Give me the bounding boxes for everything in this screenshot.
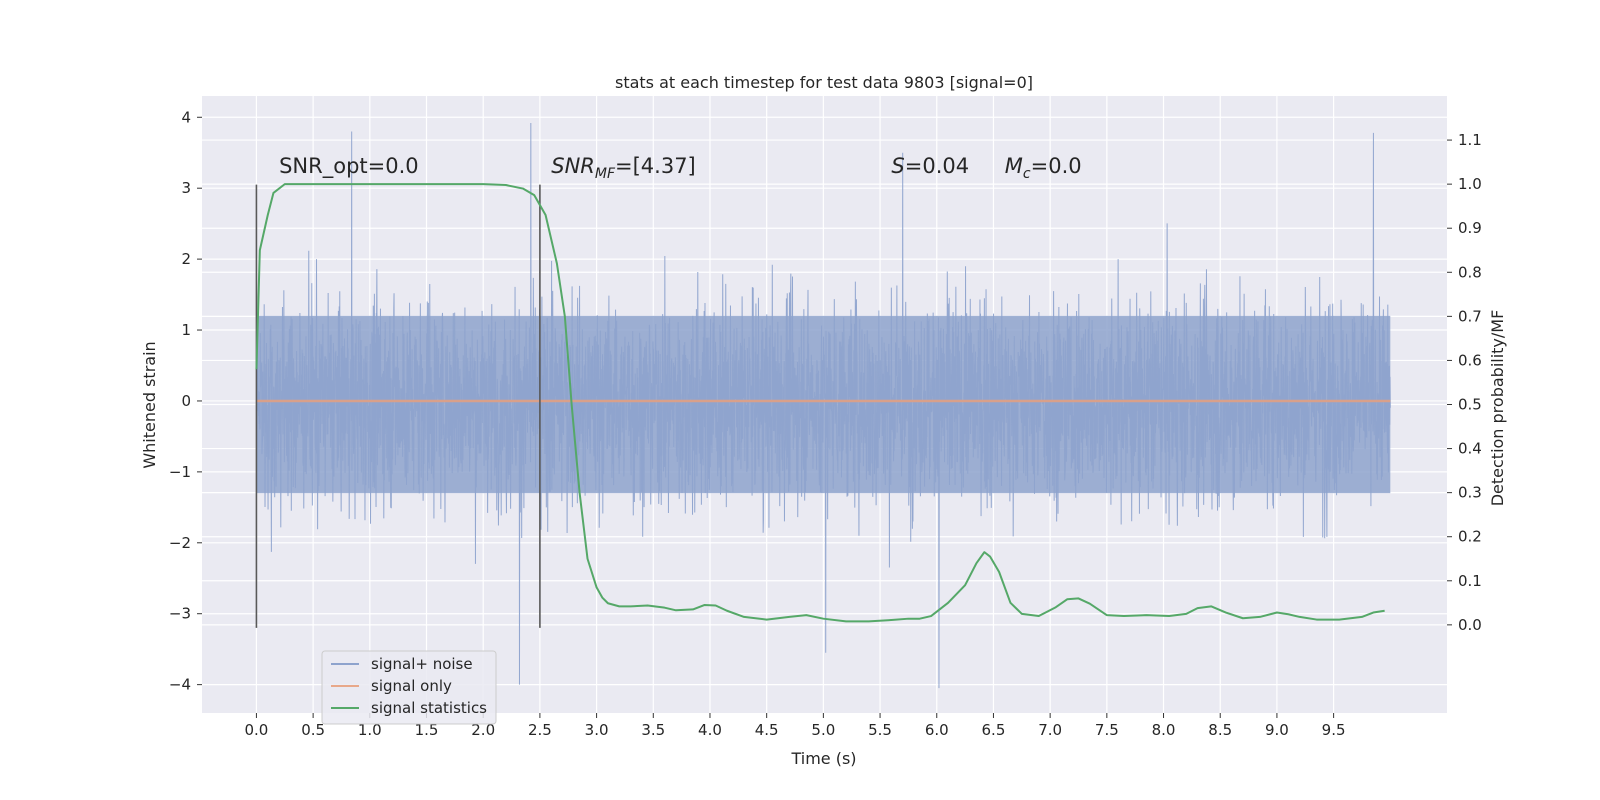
- y2-tick-label: 0.0: [1458, 616, 1482, 634]
- x-tick-label: 5.0: [811, 721, 835, 739]
- x-tick-label: 2.0: [471, 721, 495, 739]
- x-tick-label: 6.5: [982, 721, 1006, 739]
- x-tick-label: 7.5: [1095, 721, 1119, 739]
- legend-label-signal-only: signal only: [371, 677, 452, 695]
- x-tick-label: 4.5: [755, 721, 779, 739]
- y-tick-label: −2: [169, 534, 191, 552]
- y2-tick-label: 0.2: [1458, 528, 1482, 546]
- x-axis-title: Time (s): [790, 749, 856, 768]
- y-axis-title: Whitened strain: [140, 341, 159, 468]
- y2-tick-label: 0.6: [1458, 351, 1482, 369]
- x-tick-label: 0.0: [244, 721, 268, 739]
- y2-tick-label: 0.4: [1458, 440, 1482, 458]
- x-tick-label: 9.0: [1265, 721, 1289, 739]
- y2-ticks: 1.1 1.0 0.9 0.8 0.7 0.6 0.5 0.4 0.3 0.2 0.1 0.0: [1447, 131, 1482, 634]
- y-tick-label: 1: [181, 321, 191, 339]
- legend-label-statistics: signal statistics: [371, 699, 487, 717]
- x-tick-label: 1.5: [415, 721, 439, 739]
- y2-tick-label: 0.9: [1458, 219, 1482, 237]
- annotation-snr-opt: SNR_opt=0.0: [279, 154, 419, 179]
- legend-label-noise: signal+ noise: [371, 655, 473, 673]
- annotation-s: S=0.04: [891, 154, 969, 178]
- x-tick-label: 6.0: [925, 721, 949, 739]
- y2-tick-label: 0.8: [1458, 263, 1482, 281]
- signal-statistics-series: [255, 183, 1385, 623]
- signal-statistics-line: [255, 183, 1385, 623]
- y-tick-label: 2: [181, 250, 191, 268]
- y-tick-label: 3: [181, 179, 191, 197]
- x-tick-label: 4.0: [698, 721, 722, 739]
- y2-tick-label: 1.1: [1458, 131, 1482, 149]
- x-tick-label: 7.0: [1038, 721, 1062, 739]
- x-tick-label: 8.0: [1152, 721, 1176, 739]
- legend: signal+ noise signal only signal statist…: [321, 650, 497, 725]
- y2-tick-label: 0.5: [1458, 396, 1482, 414]
- x-tick-label: 2.5: [528, 721, 552, 739]
- y-tick-label: −1: [169, 463, 191, 481]
- annotation-snr-mf: SNRMF=[4.37]: [551, 154, 696, 182]
- y2-tick-label: 0.3: [1458, 484, 1482, 502]
- x-tick-label: 0.5: [301, 721, 325, 739]
- x-tick-label: 5.5: [868, 721, 892, 739]
- y2-tick-label: 0.1: [1458, 572, 1482, 590]
- legend-box: [321, 650, 497, 725]
- y-tick-label: 4: [181, 108, 191, 126]
- y-tick-label: 0: [181, 392, 191, 410]
- x-tick-label: 9.5: [1322, 721, 1346, 739]
- annotations: SNR_opt=0.0 SNRMF=[4.37] S=0.04 Mc=0.0: [279, 154, 1082, 182]
- x-tick-label: 8.5: [1208, 721, 1232, 739]
- signal-noise-line: [255, 122, 1391, 689]
- window-markers: [255, 184, 541, 628]
- y-tick-label: −4: [169, 676, 191, 694]
- y2-axis-title: Detection probability/MF: [1488, 310, 1507, 507]
- signal-noise-series: [255, 122, 1391, 689]
- annotation-mc: Mc=0.0: [1005, 154, 1082, 182]
- x-tick-label: 1.0: [358, 721, 382, 739]
- y-ticks: 4 3 2 1 0 −1 −2 −3 −4: [169, 108, 202, 694]
- x-ticks: 0.0 0.5 1.0 1.5 2.0 2.5 3.0 3.5 4.0 4.5 5.0 5.5 6.0 6…: [244, 713, 1346, 739]
- chart-title: stats at each timestep for test data 980…: [615, 73, 1033, 92]
- x-tick-label: 3.5: [641, 721, 665, 739]
- x-tick-label: 3.0: [585, 721, 609, 739]
- y2-tick-label: 0.7: [1458, 307, 1482, 325]
- y-tick-label: −3: [169, 605, 191, 623]
- y2-tick-label: 1.0: [1458, 175, 1482, 193]
